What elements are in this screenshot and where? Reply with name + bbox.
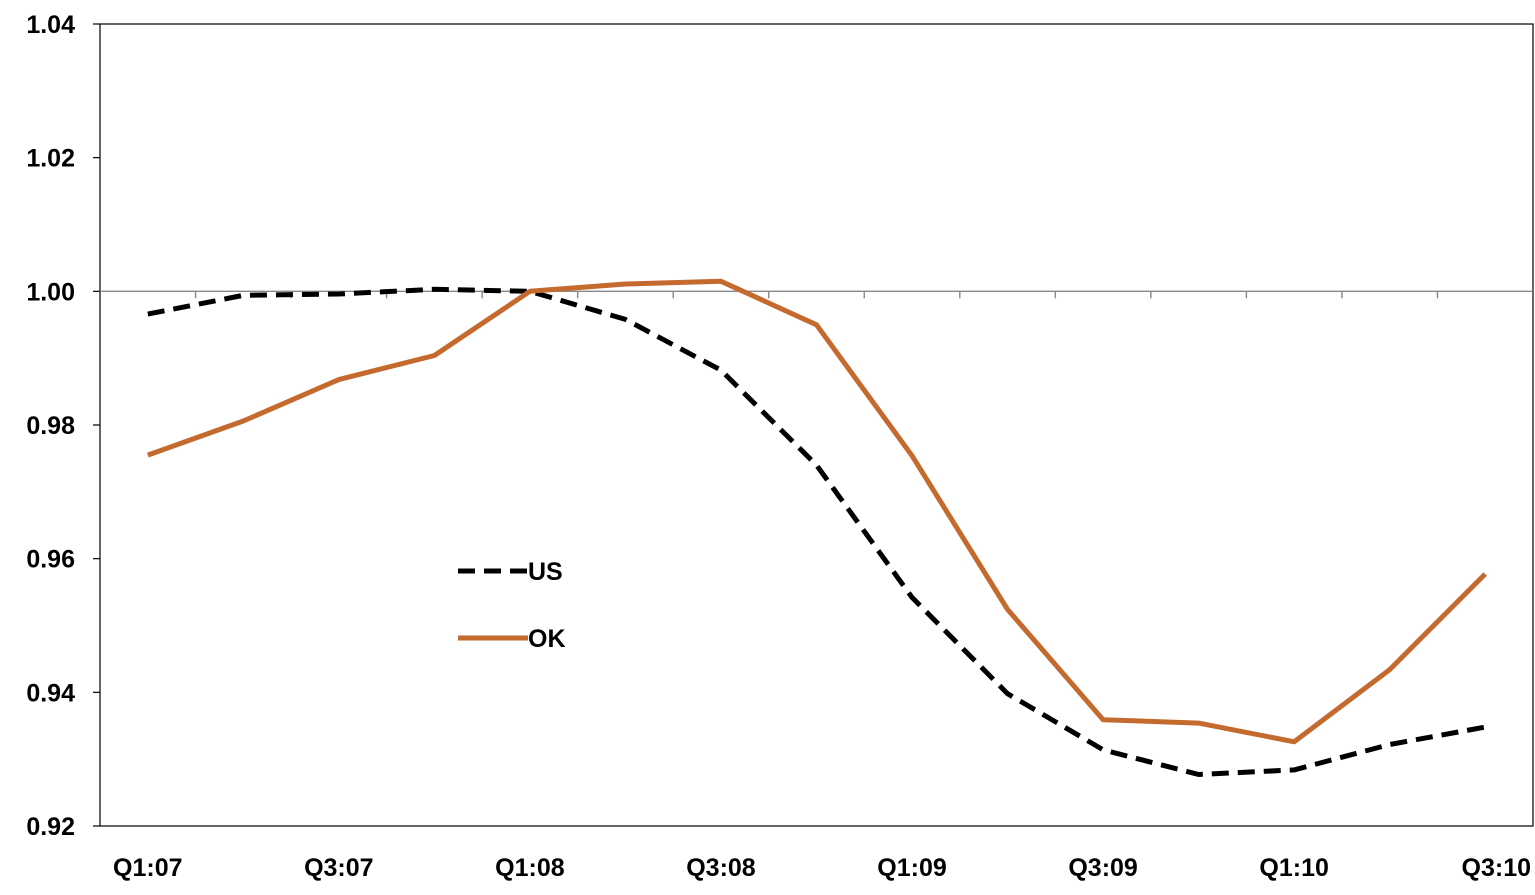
series-line-ok — [146, 278, 1487, 745]
y-tick-label: 0.98 — [26, 412, 75, 440]
x-tick-label: Q1:09 — [877, 854, 946, 882]
y-tick-label: 0.92 — [26, 813, 75, 841]
legend: US OK — [458, 558, 566, 653]
legend-label-us: US — [528, 558, 563, 586]
series-lines — [146, 278, 1487, 777]
axes: 0.92 0.94 0.96 0.98 1.00 1.02 1.04 Q1:07 Q3:07 Q1… — [26, 11, 1534, 882]
y-tick-label: 0.94 — [26, 679, 75, 707]
legend-label-ok: OK — [528, 625, 566, 653]
x-tick-label: Q1:10 — [1259, 854, 1328, 882]
x-tick-label: Q1:08 — [495, 854, 565, 882]
x-tick-label: Q3:09 — [1068, 854, 1137, 882]
y-tick-label: 0.96 — [26, 546, 75, 574]
x-tick-label: Q3:08 — [686, 854, 756, 882]
y-tick-label: 1.04 — [26, 11, 75, 39]
y-tick-label: 1.00 — [26, 278, 75, 306]
x-tick-label: Q3:07 — [304, 854, 373, 882]
x-tick-label: Q1:07 — [113, 854, 182, 882]
plot-border — [99, 23, 1534, 827]
x-tick-label: Q3:10 — [1462, 854, 1531, 882]
series-line-us — [147, 286, 1486, 777]
y-tick-label: 1.02 — [26, 145, 75, 173]
